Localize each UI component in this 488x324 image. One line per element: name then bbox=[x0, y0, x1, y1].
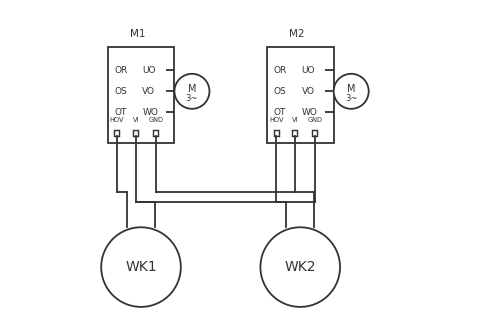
Text: WO: WO bbox=[301, 108, 317, 117]
Text: M2: M2 bbox=[288, 29, 304, 40]
Text: VO: VO bbox=[142, 87, 155, 96]
Text: OS: OS bbox=[114, 87, 127, 96]
Bar bbox=[312, 130, 317, 136]
Text: M: M bbox=[187, 84, 196, 94]
Text: M: M bbox=[346, 84, 355, 94]
Text: HOV: HOV bbox=[268, 117, 283, 122]
Text: VO: VO bbox=[301, 87, 314, 96]
Bar bbox=[292, 130, 297, 136]
Bar bbox=[266, 47, 333, 143]
Text: M1: M1 bbox=[130, 29, 145, 40]
Text: OS: OS bbox=[273, 87, 285, 96]
Circle shape bbox=[174, 74, 209, 109]
Bar bbox=[114, 130, 119, 136]
Text: WK2: WK2 bbox=[284, 260, 315, 274]
Text: WK1: WK1 bbox=[125, 260, 157, 274]
Text: HOV: HOV bbox=[109, 117, 124, 122]
Bar bbox=[133, 130, 138, 136]
Text: 3~: 3~ bbox=[185, 94, 198, 103]
Text: UO: UO bbox=[142, 66, 156, 75]
Text: WO: WO bbox=[142, 108, 158, 117]
Bar bbox=[153, 130, 158, 136]
Bar bbox=[107, 47, 174, 143]
Text: OR: OR bbox=[114, 66, 127, 75]
Text: UO: UO bbox=[301, 66, 314, 75]
Text: 3~: 3~ bbox=[345, 94, 357, 103]
Text: OT: OT bbox=[273, 108, 285, 117]
Circle shape bbox=[101, 227, 181, 307]
Circle shape bbox=[333, 74, 368, 109]
Text: GND: GND bbox=[148, 117, 163, 122]
Circle shape bbox=[260, 227, 339, 307]
Text: OT: OT bbox=[114, 108, 126, 117]
Text: VI: VI bbox=[291, 117, 298, 122]
Text: VI: VI bbox=[132, 117, 139, 122]
Text: GND: GND bbox=[307, 117, 322, 122]
Bar bbox=[273, 130, 278, 136]
Text: OR: OR bbox=[273, 66, 286, 75]
